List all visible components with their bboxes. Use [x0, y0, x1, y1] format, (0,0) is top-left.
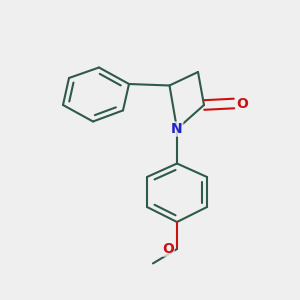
Text: O: O [162, 242, 174, 256]
Text: N: N [171, 122, 183, 136]
Text: O: O [236, 97, 248, 110]
